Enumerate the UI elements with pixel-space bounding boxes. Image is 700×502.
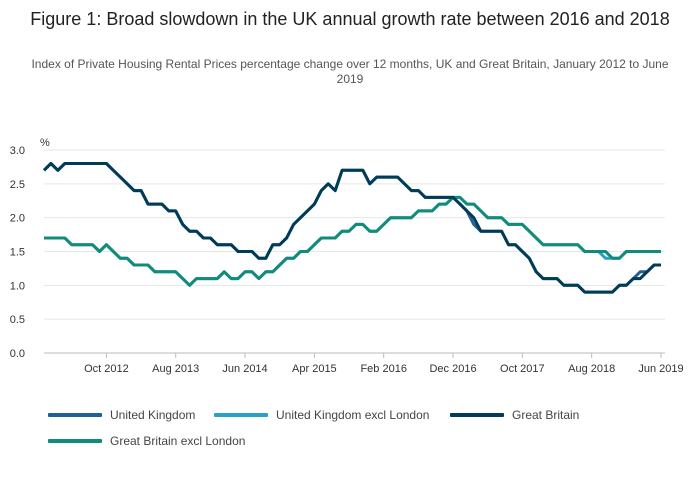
x-tick-label: Jun 2019 [638,363,683,375]
legend-item-united-kingdom-excl-london[interactable]: United Kingdom excl London [214,408,429,422]
x-tick-label: Oct 2012 [84,363,129,375]
series-lines [42,162,661,294]
x-tick-label: Feb 2016 [360,363,406,375]
legend-swatch [48,439,102,443]
y-tick-label: 0.0 [10,348,25,360]
y-tick-label: 2.5 [10,179,25,191]
legend-swatch [450,413,504,417]
x-tick-label: Dec 2016 [429,363,476,375]
y-tick-label: 2.0 [10,213,25,225]
y-tick-label: 3.0 [10,145,25,157]
legend-label: United Kingdom excl London [276,408,430,422]
legend-label: United Kingdom [110,408,196,422]
legend-item-great-britain[interactable]: Great Britain [450,408,579,422]
chart-title: Figure 1: Broad slowdown in the UK annua… [30,9,670,29]
grid-lines [44,149,665,354]
legend-label: Great Britain [512,408,580,422]
x-tick-label: Aug 2013 [152,363,199,375]
y-tick-label: 1.5 [10,247,25,259]
chart-subtitle: Index of Private Housing Rental Prices p… [31,57,669,86]
x-tick-label: Jun 2014 [222,363,267,375]
series-line-great-britain-excl-london[interactable] [44,195,661,287]
legend-swatch [48,413,102,417]
x-tick-label: Aug 2018 [568,363,615,375]
x-tick-label: Apr 2015 [292,363,337,375]
legend-item-great-britain-excl-london[interactable]: Great Britain excl London [48,434,245,448]
x-axis-ticks: Oct 2012 Aug 2013 Jun 2014 Apr 2015 Feb 2016… [84,353,684,375]
y-axis-label: % [40,137,50,149]
series-line-united-kingdom-excl-london[interactable] [44,195,661,287]
y-axis-ticks: 0.0 0.5 1.0 1.5 2.0 2.5 3.0 [10,145,25,360]
legend-label: Great Britain excl London [110,434,246,448]
line-chart: 0.0 0.5 1.0 1.5 2.0 2.5 3.0 Oct 2012 Aug 2013 Ju… [10,137,684,375]
y-tick-label: 1.0 [10,280,25,292]
series-line-great-britain[interactable] [42,162,661,294]
y-tick-label: 0.5 [10,314,25,326]
x-tick-label: Oct 2017 [500,363,545,375]
legend-item-united-kingdom[interactable]: United Kingdom [48,408,195,422]
legend-swatch [214,413,268,417]
